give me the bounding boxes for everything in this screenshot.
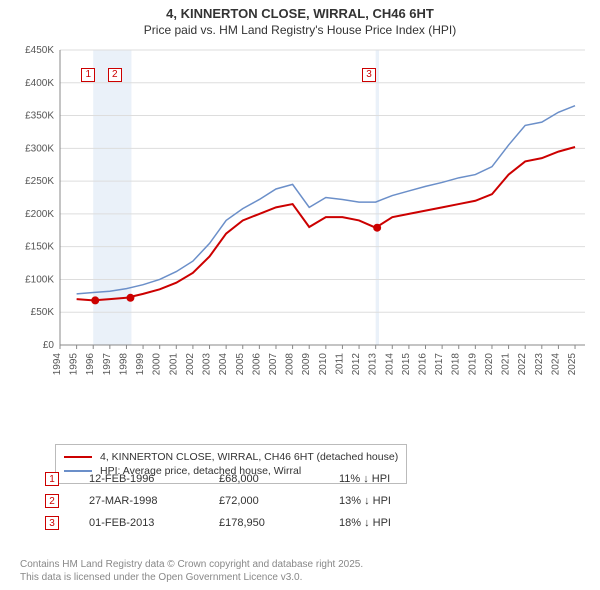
chart-area: £0 £50K £100K £150K £200K £250K £300K £350K £400… (10, 45, 590, 415)
svg-text:2023: 2023 (534, 353, 545, 376)
svg-text:1994: 1994 (52, 353, 63, 376)
svg-text:2019: 2019 (467, 353, 478, 376)
sale-marker-3: 3 (45, 516, 59, 530)
sale-hpi-1: 11% ↓ HPI (339, 473, 449, 485)
svg-text:2008: 2008 (285, 353, 296, 376)
sale-hpi-3: 18% ↓ HPI (339, 517, 449, 529)
sale-date-1: 12-FEB-1996 (89, 473, 219, 485)
line-chart-svg: £0 £50K £100K £150K £200K £250K £300K £350K £400… (10, 45, 590, 415)
sale-point-1 (91, 296, 99, 304)
svg-text:2002: 2002 (185, 353, 196, 376)
svg-text:2014: 2014 (384, 353, 395, 376)
svg-text:2025: 2025 (567, 353, 578, 376)
svg-text:£100K: £100K (25, 274, 54, 285)
chart-titles: 4, KINNERTON CLOSE, WIRRAL, CH46 6HT Pri… (0, 0, 600, 37)
svg-text:£150K: £150K (25, 242, 54, 253)
legend-swatch-0 (64, 456, 92, 458)
svg-text:£0: £0 (43, 340, 55, 351)
svg-text:2004: 2004 (218, 353, 229, 376)
series-price_paid (77, 147, 575, 300)
svg-text:2022: 2022 (517, 353, 528, 376)
footer-line2: This data is licensed under the Open Gov… (20, 571, 363, 584)
svg-text:2021: 2021 (501, 353, 512, 376)
svg-text:2006: 2006 (251, 353, 262, 376)
footer-attribution: Contains HM Land Registry data © Crown c… (20, 558, 363, 584)
svg-text:2003: 2003 (202, 353, 213, 376)
chart-marker-1: 1 (81, 68, 95, 82)
legend-item-0: 4, KINNERTON CLOSE, WIRRAL, CH46 6HT (de… (64, 451, 398, 463)
legend-label-0: 4, KINNERTON CLOSE, WIRRAL, CH46 6HT (de… (100, 451, 398, 463)
svg-text:2015: 2015 (401, 353, 412, 376)
svg-text:£350K: £350K (25, 111, 54, 122)
svg-text:2005: 2005 (235, 353, 246, 376)
svg-text:1995: 1995 (69, 353, 80, 376)
svg-text:1999: 1999 (135, 353, 146, 376)
sale-hpi-2: 13% ↓ HPI (339, 495, 449, 507)
svg-text:1996: 1996 (85, 353, 96, 376)
svg-text:2020: 2020 (484, 353, 495, 376)
sale-date-3: 01-FEB-2013 (89, 517, 219, 529)
svg-text:1997: 1997 (102, 353, 113, 376)
svg-text:2016: 2016 (418, 353, 429, 376)
sale-point-2 (126, 294, 134, 302)
svg-text:2000: 2000 (152, 353, 163, 376)
sale-point-3 (373, 224, 381, 232)
svg-text:£450K: £450K (25, 45, 54, 56)
svg-text:2018: 2018 (451, 353, 462, 376)
svg-text:£50K: £50K (31, 307, 55, 318)
svg-text:2024: 2024 (550, 353, 561, 376)
sales-row-3: 3 01-FEB-2013£178,95018% ↓ HPI (45, 512, 449, 534)
svg-text:£250K: £250K (25, 176, 54, 187)
svg-text:2012: 2012 (351, 353, 362, 376)
svg-text:2010: 2010 (318, 353, 329, 376)
sale-marker-1: 1 (45, 472, 59, 486)
svg-text:2001: 2001 (168, 353, 179, 376)
sales-row-2: 2 27-MAR-1998£72,00013% ↓ HPI (45, 490, 449, 512)
svg-text:£400K: £400K (25, 78, 54, 89)
chart-marker-2: 2 (108, 68, 122, 82)
sale-date-2: 27-MAR-1998 (89, 495, 219, 507)
footer-line1: Contains HM Land Registry data © Crown c… (20, 558, 363, 571)
sale-marker-2: 2 (45, 494, 59, 508)
sale-price-3: £178,950 (219, 517, 339, 529)
title-main: 4, KINNERTON CLOSE, WIRRAL, CH46 6HT (0, 6, 600, 21)
series-hpi (77, 106, 575, 294)
svg-text:2007: 2007 (268, 353, 279, 376)
svg-text:2013: 2013 (368, 353, 379, 376)
svg-text:2017: 2017 (434, 353, 445, 376)
svg-text:£300K: £300K (25, 143, 54, 154)
svg-text:2011: 2011 (334, 353, 345, 375)
svg-text:1998: 1998 (118, 353, 129, 376)
sales-table: 1 12-FEB-1996£68,00011% ↓ HPI 2 27-MAR-1998… (45, 468, 449, 534)
sales-row-1: 1 12-FEB-1996£68,00011% ↓ HPI (45, 468, 449, 490)
sale-price-1: £68,000 (219, 473, 339, 485)
svg-text:2009: 2009 (301, 353, 312, 376)
sale-price-2: £72,000 (219, 495, 339, 507)
title-sub: Price paid vs. HM Land Registry's House … (0, 23, 600, 37)
chart-marker-3: 3 (362, 68, 376, 82)
svg-text:£200K: £200K (25, 209, 54, 220)
